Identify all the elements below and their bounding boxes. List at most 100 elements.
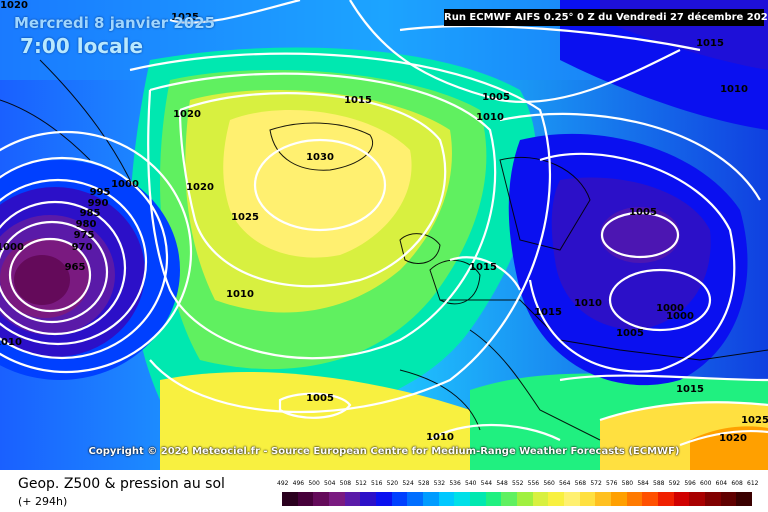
legend-value: 584 <box>637 480 649 487</box>
weather-map: 1020 1025 1015 1010 1015 1005 1010 1020 1030 1020… <box>0 0 768 470</box>
isobar-label: 1000 <box>656 303 684 314</box>
legend-swatch <box>689 492 706 506</box>
legend-value: 520 <box>386 480 399 487</box>
legend-swatch <box>517 492 533 506</box>
legend-value: 596 <box>684 480 696 487</box>
isobar-label: 1025 <box>231 212 259 223</box>
map-footer: Geop. Z500 & pression au sol (+ 294h) 49… <box>0 470 768 512</box>
isobar-label: 1025 <box>171 12 199 23</box>
legend-swatch <box>611 492 627 506</box>
legend-swatch <box>470 492 486 506</box>
isobar-label: 1005 <box>616 328 644 339</box>
legend-value: 576 <box>606 480 618 487</box>
legend-value: 592 <box>668 480 681 487</box>
isobar-label: 985 <box>80 208 101 219</box>
isobar-label: 1010 <box>574 298 602 309</box>
isobar-label: 1030 <box>306 152 334 163</box>
legend-value: 496 <box>292 480 305 487</box>
isobar-label: 980 <box>76 219 97 230</box>
legend-swatch <box>438 492 455 506</box>
legend-swatch <box>626 492 643 506</box>
legend-value: 612 <box>747 480 759 487</box>
legend-swatch <box>282 492 298 506</box>
legend-value: 540 <box>465 480 477 487</box>
isobar-label: 1015 <box>676 384 704 395</box>
isobar-label: 975 <box>74 230 95 241</box>
legend-swatch <box>485 492 502 506</box>
legend-value: 544 <box>480 480 493 487</box>
isobar-label: 1010 <box>0 337 22 348</box>
isobar-label: 1020 <box>173 109 201 120</box>
isobar-label: 1000 <box>0 242 24 253</box>
isobar-label: 965 <box>65 262 86 273</box>
legend-swatch <box>391 492 408 506</box>
legend-swatch <box>454 492 471 506</box>
legend-value: 588 <box>653 480 665 487</box>
legend-value: 508 <box>339 480 352 487</box>
legend-value: 556 <box>527 480 540 487</box>
legend-swatch <box>579 492 596 506</box>
isobar-label: 1005 <box>629 207 657 218</box>
isobar-label: 1020 <box>719 433 747 444</box>
legend-swatch <box>720 492 737 506</box>
isobar-labels: 1020 1025 1015 1010 1015 1005 1010 1020 1030 1020… <box>0 0 768 444</box>
isobar-label: 1025 <box>741 415 768 426</box>
run-info-box: Run ECMWF AIFS 0.25° 0 Z du Vendredi 27 … <box>444 9 768 26</box>
legend-labels: 492 496 500 504 508 512 516 520 524 528 532 536 540 5… <box>277 480 758 490</box>
forecast-time: 7:00 locale <box>20 34 144 58</box>
isobar-label: 995 <box>90 187 111 198</box>
legend-value: 548 <box>496 480 508 487</box>
legend-value: 536 <box>449 480 461 487</box>
legend-value: 560 <box>543 480 555 487</box>
legend-swatch <box>642 492 659 506</box>
color-legend: 492 496 500 504 508 512 516 520 524 528 532 536 540 5… <box>277 480 758 506</box>
legend-swatch <box>297 492 314 506</box>
legend-swatch <box>329 492 345 506</box>
legend-value: 500 <box>308 480 320 487</box>
isobar-label: 1015 <box>696 38 724 49</box>
isobar-label: 1010 <box>476 112 504 123</box>
legend-swatch <box>564 492 580 506</box>
isobar-label: 1015 <box>469 262 497 273</box>
legend-swatch <box>360 492 377 506</box>
legend-swatch <box>501 492 518 506</box>
map-title: Geop. Z500 & pression au sol <box>18 476 225 492</box>
isobar-label: 1005 <box>482 92 510 103</box>
legend-swatch <box>705 492 721 506</box>
isobar-label: 1010 <box>426 432 454 443</box>
legend-value: 564 <box>559 480 571 487</box>
isobar-label: 1015 <box>344 95 372 106</box>
legend-swatch <box>673 492 690 506</box>
legend-value: 528 <box>418 480 430 487</box>
legend-value: 492 <box>277 480 289 487</box>
legend-swatch <box>423 492 439 506</box>
isobar-label: 1010 <box>226 289 254 300</box>
isobar-label: 1000 <box>666 311 694 322</box>
legend-swatch <box>548 492 565 506</box>
forecast-date: Mercredi 8 janvier 2025 <box>14 14 216 32</box>
legend-swatch <box>344 492 361 506</box>
copyright-notice: Copyright © 2024 Meteociel.fr - Source E… <box>88 446 680 457</box>
legend-value: 608 <box>731 480 743 487</box>
legend-value: 580 <box>621 480 634 487</box>
legend-swatch <box>313 492 330 506</box>
legend-swatch <box>658 492 674 506</box>
legend-value: 600 <box>700 480 712 487</box>
legend-swatch <box>532 492 549 506</box>
isobar-label: 990 <box>88 198 109 209</box>
legend-value: 516 <box>371 480 383 487</box>
legend-value: 504 <box>324 480 336 487</box>
legend-value: 524 <box>402 480 414 487</box>
legend-color-bar <box>282 492 753 506</box>
legend-swatch <box>407 492 424 506</box>
legend-value: 512 <box>355 480 367 487</box>
legend-value: 572 <box>590 480 602 487</box>
forecast-offset: (+ 294h) <box>18 495 68 508</box>
legend-swatch <box>376 492 392 506</box>
legend-value: 552 <box>512 480 524 487</box>
isobar-label: 1010 <box>720 84 748 95</box>
legend-value: 568 <box>574 480 587 487</box>
legend-swatch <box>595 492 612 506</box>
isobar-label: 1015 <box>534 307 562 318</box>
isobar-label: 1020 <box>0 0 28 11</box>
